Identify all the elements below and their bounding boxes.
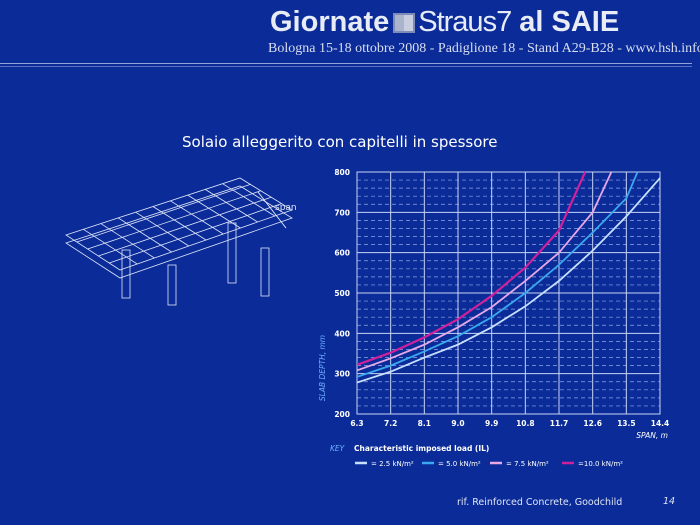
series-line-3 [357, 171, 587, 366]
column [227, 222, 237, 284]
column [260, 247, 270, 297]
slab-rib [117, 217, 172, 253]
legend-label-3: =10.0 kN/m² [578, 460, 623, 468]
header-subtitle: Bologna 15-18 ottobre 2008 - Padiglione … [268, 41, 700, 56]
x-tick-label: 12.6 [583, 419, 602, 428]
slab-rib [187, 194, 241, 229]
slab-rib [170, 200, 224, 235]
x-tick-label: 14.4 [651, 419, 670, 428]
x-tick-label: 7.2 [384, 419, 397, 428]
legend-title: Characteristic imposed load (IL) [354, 444, 489, 453]
y-axis-label: SLAB DEPTH, mm [318, 335, 327, 401]
legend-label-1: = 5.0 kN/m² [438, 460, 481, 468]
slab-rib [98, 196, 272, 257]
y-tick-label: 300 [334, 370, 350, 379]
series-line-1 [357, 171, 639, 378]
y-tick-label: 800 [334, 168, 350, 177]
series-line-0 [357, 177, 661, 384]
y-tick-label: 400 [334, 329, 350, 338]
slab-rib [109, 203, 282, 264]
legend-key-label: KEY [330, 444, 346, 453]
x-tick-label: 6.3 [350, 419, 363, 428]
chart: 200 300 400 500 600 700 800 6.3 7.2 8.1 9.0 9.9 10.8… [318, 168, 670, 468]
x-axis-label: SPAN, m [636, 431, 668, 440]
slab-rib [222, 183, 276, 217]
column [167, 264, 177, 306]
title-brand: Straus7 [418, 6, 512, 38]
slab-rib [204, 189, 258, 223]
title-right: al SAIE [519, 6, 620, 38]
slab-rib [135, 211, 190, 247]
slide-title: Solaio alleggerito con capitelli in spes… [182, 133, 498, 151]
slab-rib [100, 223, 155, 259]
x-tick-label: 9.9 [485, 419, 498, 428]
x-tick-label: 9.0 [451, 419, 464, 428]
slab-rib [83, 228, 138, 265]
title-left: Giornate [270, 6, 390, 38]
y-tick-label: 200 [334, 410, 350, 419]
series-line-2 [357, 171, 613, 372]
x-tick-label: 8.1 [418, 419, 431, 428]
span-label: span [275, 203, 297, 213]
slab-rib [152, 206, 207, 241]
legend-label-0: = 2.5 kN/m² [371, 460, 414, 468]
legend-label-2: = 7.5 kN/m² [506, 460, 549, 468]
page-number: 14 [663, 496, 676, 507]
x-tick-label: 10.8 [516, 419, 535, 428]
y-tick-label: 700 [334, 208, 350, 217]
y-tick-label: 600 [334, 249, 350, 258]
header-divider [0, 63, 692, 64]
header-title: Giornate Straus7 al SAIE [270, 6, 619, 39]
column [121, 249, 131, 299]
slab-rib [76, 184, 251, 243]
slab-illustration: span [65, 177, 297, 306]
straus7-logo-icon [393, 13, 416, 33]
header-divider-2 [0, 66, 692, 67]
slab-rib [87, 190, 261, 250]
x-tick-label: 13.5 [617, 419, 636, 428]
x-tick-label: 11.7 [550, 419, 569, 428]
footer-reference: rif. Reinforced Concrete, Goodchild [457, 497, 623, 508]
y-tick-label: 500 [334, 289, 350, 298]
